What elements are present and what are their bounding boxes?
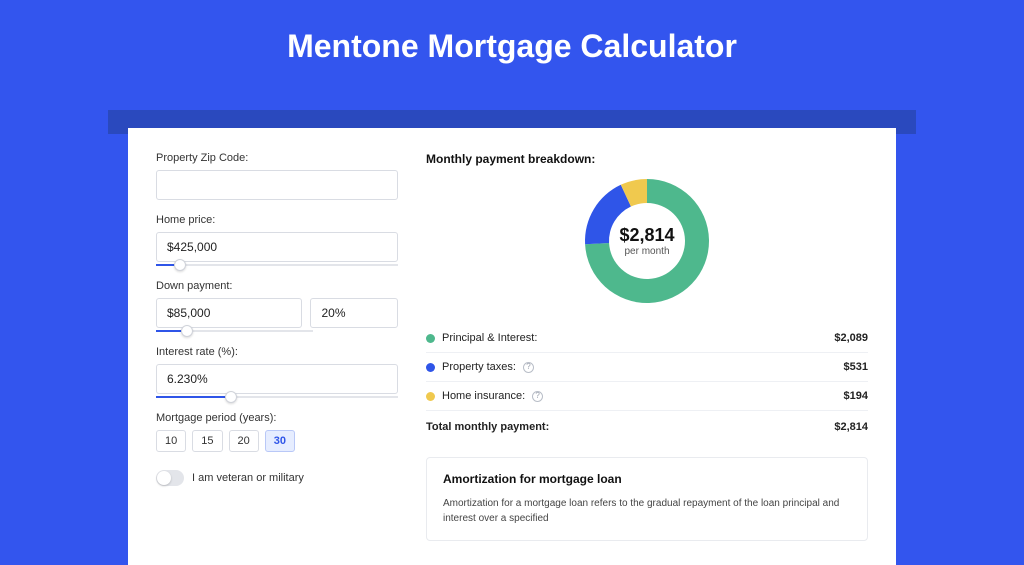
veteran-toggle[interactable] xyxy=(156,470,184,486)
legend-label: Home insurance: xyxy=(442,390,525,402)
home-price-input[interactable] xyxy=(156,232,398,262)
info-icon[interactable]: ? xyxy=(523,362,534,373)
breakdown-column: Monthly payment breakdown: $2,814 per mo… xyxy=(426,152,868,541)
mortgage-period-label: Mortgage period (years): xyxy=(156,412,398,424)
home-price-field: Home price: xyxy=(156,214,398,266)
legend-dot xyxy=(426,334,435,343)
interest-rate-slider-fill xyxy=(156,396,231,398)
inputs-column: Property Zip Code: Home price: Down paym… xyxy=(156,152,398,541)
interest-rate-slider[interactable] xyxy=(156,396,398,398)
amortization-card: Amortization for mortgage loan Amortizat… xyxy=(426,457,868,541)
period-options: 10 15 20 30 xyxy=(156,430,398,452)
calculator-card: Property Zip Code: Home price: Down paym… xyxy=(128,128,896,565)
amortization-text: Amortization for a mortgage loan refers … xyxy=(443,496,851,526)
home-price-label: Home price: xyxy=(156,214,398,226)
interest-rate-label: Interest rate (%): xyxy=(156,346,398,358)
home-price-slider[interactable] xyxy=(156,264,398,266)
legend-row-pi: Principal & Interest: $2,089 xyxy=(426,324,868,353)
home-price-slider-thumb[interactable] xyxy=(174,259,186,271)
donut-amount: $2,814 xyxy=(619,225,674,246)
breakdown-title: Monthly payment breakdown: xyxy=(426,152,868,166)
info-icon[interactable]: ? xyxy=(532,391,543,402)
down-payment-percent-input[interactable] xyxy=(310,298,398,328)
legend-dot xyxy=(426,363,435,372)
total-label: Total monthly payment: xyxy=(426,421,549,433)
legend-label: Principal & Interest: xyxy=(442,332,537,344)
page-root: Mentone Mortgage Calculator Property Zip… xyxy=(0,0,1024,512)
total-row: Total monthly payment: $2,814 xyxy=(426,411,868,441)
down-payment-slider[interactable] xyxy=(156,330,313,332)
period-option-15[interactable]: 15 xyxy=(192,430,222,452)
legend-row-tax: Property taxes:? $531 xyxy=(426,353,868,382)
down-payment-amount-input[interactable] xyxy=(156,298,302,328)
period-option-30[interactable]: 30 xyxy=(265,430,295,452)
zip-input[interactable] xyxy=(156,170,398,200)
down-payment-field: Down payment: xyxy=(156,280,398,332)
legend-value: $531 xyxy=(844,361,868,373)
period-option-20[interactable]: 20 xyxy=(229,430,259,452)
legend: Principal & Interest: $2,089 Property taxe… xyxy=(426,324,868,411)
zip-field: Property Zip Code: xyxy=(156,152,398,200)
period-option-10[interactable]: 10 xyxy=(156,430,186,452)
veteran-toggle-knob xyxy=(157,471,171,485)
legend-label: Property taxes: xyxy=(442,361,516,373)
mortgage-period-field: Mortgage period (years): 10 15 20 30 xyxy=(156,412,398,452)
page-title: Mentone Mortgage Calculator xyxy=(0,0,1024,65)
interest-rate-input[interactable] xyxy=(156,364,398,394)
zip-label: Property Zip Code: xyxy=(156,152,398,164)
donut-sub: per month xyxy=(619,246,674,257)
legend-row-ins: Home insurance:? $194 xyxy=(426,382,868,411)
donut-wrap: $2,814 per month xyxy=(426,176,868,306)
veteran-toggle-label: I am veteran or military xyxy=(192,472,304,484)
legend-value: $194 xyxy=(844,390,868,402)
donut-center: $2,814 per month xyxy=(619,225,674,257)
amortization-title: Amortization for mortgage loan xyxy=(443,472,851,486)
donut-chart: $2,814 per month xyxy=(582,176,712,306)
total-value: $2,814 xyxy=(834,421,868,433)
veteran-toggle-row: I am veteran or military xyxy=(156,470,398,486)
down-payment-label: Down payment: xyxy=(156,280,398,292)
down-payment-slider-thumb[interactable] xyxy=(181,325,193,337)
legend-value: $2,089 xyxy=(834,332,868,344)
legend-dot xyxy=(426,392,435,401)
interest-rate-field: Interest rate (%): xyxy=(156,346,398,398)
interest-rate-slider-thumb[interactable] xyxy=(225,391,237,403)
